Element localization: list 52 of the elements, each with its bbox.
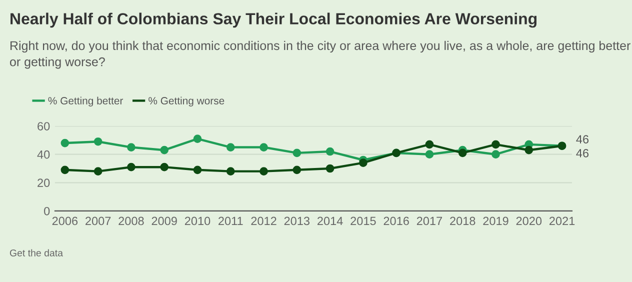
point	[425, 140, 434, 149]
point	[127, 143, 136, 152]
data-label: 46	[576, 149, 589, 158]
point	[160, 146, 169, 154]
x-tick-label: 2020	[516, 216, 542, 226]
x-tick-label: 2018	[450, 216, 476, 226]
point	[226, 167, 235, 176]
point	[127, 162, 136, 172]
point	[94, 137, 102, 146]
x-tick-label: 2011	[218, 216, 243, 226]
x-tick-label: 2012	[251, 216, 276, 226]
y-tick-label: 60	[38, 122, 50, 130]
text: Get the data	[10, 249, 63, 256]
x-tick-label: 2016	[384, 216, 409, 226]
legend-label: % Getting better	[48, 96, 124, 106]
x-tick-label: 2017	[416, 216, 442, 226]
point	[160, 162, 169, 172]
y-tick-label: 20	[38, 178, 50, 188]
point	[292, 166, 302, 174]
point	[260, 167, 268, 176]
point	[193, 134, 202, 143]
x-tick-label: 2006	[52, 216, 78, 226]
x-tick-label: 2014	[318, 216, 343, 226]
point	[60, 138, 70, 148]
point	[60, 166, 70, 174]
point	[425, 150, 434, 159]
x-tick-label: 2015	[350, 216, 376, 226]
legend-label: % Getting worse	[148, 96, 224, 106]
y-tick-label: 0	[44, 206, 50, 216]
point	[458, 148, 467, 158]
chart-title: Nearly Half of Colombians Say Their Local Economies Are Worsening	[10, 12, 537, 28]
x-tick-label: 2009	[152, 216, 177, 226]
point	[359, 158, 368, 168]
point	[524, 146, 534, 154]
point	[292, 148, 302, 158]
point	[193, 166, 202, 174]
point	[260, 143, 268, 152]
y-tick-label: 40	[37, 150, 50, 159]
point	[492, 140, 500, 149]
point	[492, 150, 500, 159]
data-label: 46	[576, 135, 589, 144]
point	[326, 164, 334, 173]
point	[226, 143, 235, 152]
point	[326, 147, 334, 156]
x-tick-label: 2007	[86, 216, 111, 226]
x-tick-label: 2010	[184, 216, 210, 226]
x-tick-label: 2013	[284, 216, 310, 226]
x-tick-label: 2021	[549, 216, 575, 226]
chart-subtitle: Right now, do you think that economic conditions in the city or area where you live, as a whole, are getting better or getting worse?	[10, 40, 630, 69]
x-tick-label: 2008	[118, 216, 144, 226]
point	[94, 167, 102, 176]
x-tick-label: 2019	[483, 216, 508, 226]
